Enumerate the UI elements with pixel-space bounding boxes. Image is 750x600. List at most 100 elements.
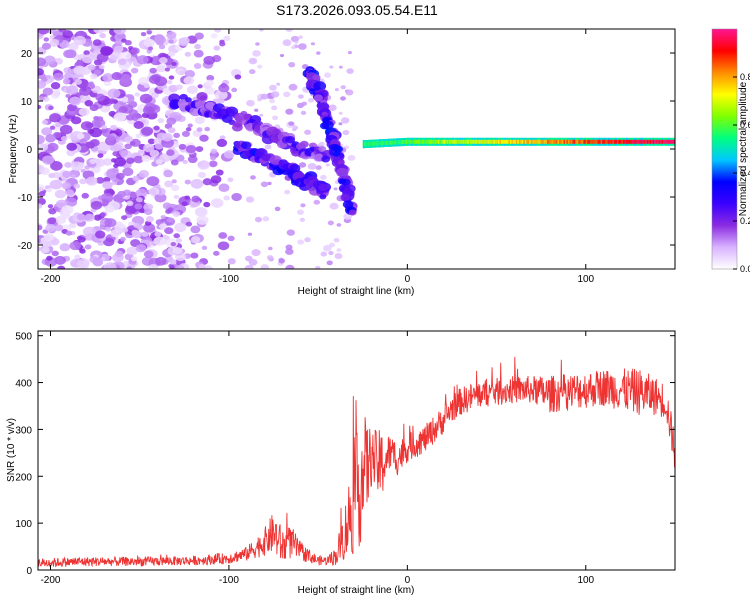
noise-blob (254, 216, 263, 223)
noise-blob (89, 138, 100, 147)
noise-blob (60, 136, 68, 142)
carrier-core (642, 139, 645, 144)
carrier-core (645, 139, 648, 144)
falling-streak-b-blob (340, 193, 351, 202)
noise-blob (130, 67, 139, 74)
noise-blob (48, 105, 54, 111)
noise-blob (94, 118, 106, 128)
carrier-core (579, 139, 582, 144)
noise-blob (46, 188, 53, 193)
noise-blob (154, 193, 167, 203)
carrier-core (614, 139, 617, 144)
carrier-core (517, 139, 520, 144)
noise-blob (164, 180, 174, 188)
carrier-core (581, 139, 584, 144)
noise-blob (341, 117, 350, 124)
noise-blob (327, 220, 334, 226)
noise-blob (38, 29, 49, 35)
upper-drift-band-blob (285, 136, 296, 144)
carrier-core (670, 139, 673, 144)
noise-blob (318, 141, 325, 147)
noise-blob (126, 200, 134, 207)
noise-blob (197, 160, 210, 170)
noise-blob (49, 38, 60, 47)
carrier-core (443, 139, 446, 144)
noise-blob (128, 109, 138, 117)
noise-blob (140, 32, 147, 37)
noise-blob (194, 116, 205, 125)
carrier-core (504, 139, 506, 144)
noise-blob (122, 167, 134, 177)
spectrogram-ytick-label: -10 (18, 193, 33, 204)
noise-blob (343, 213, 353, 220)
carrier-core (588, 139, 591, 144)
noise-blob (78, 107, 90, 117)
noise-blob (170, 184, 180, 192)
carrier-core (575, 139, 578, 144)
noise-blob (196, 91, 208, 101)
carrier-core (484, 139, 486, 144)
noise-blob (223, 150, 235, 159)
carrier-core (462, 139, 464, 144)
noise-blob (50, 82, 61, 90)
noise-blob (157, 118, 165, 124)
noise-blob (59, 124, 73, 135)
noise-blob (38, 68, 45, 76)
noise-blob (142, 223, 156, 233)
carrier-core (451, 139, 453, 144)
carrier-core (449, 139, 451, 144)
noise-blob (153, 236, 166, 247)
noise-blob (76, 235, 83, 241)
noise-blob (109, 145, 118, 152)
carrier-core (482, 139, 484, 144)
spectrogram-ytick-label: -20 (18, 241, 33, 252)
noise-blob (65, 189, 75, 197)
noise-blob (41, 246, 50, 254)
noise-blob (186, 85, 198, 94)
carrier-core (454, 139, 456, 144)
falling-streak-a-blob (289, 163, 301, 173)
noise-blob (54, 189, 66, 199)
noise-blob (315, 165, 322, 171)
falling-streak-a-blob (241, 141, 252, 150)
carrier-core (438, 139, 440, 144)
carrier-core (570, 139, 573, 144)
carrier-core (467, 139, 469, 144)
noise-blob (203, 55, 216, 65)
noise-blob (298, 35, 303, 39)
carrier-core (539, 139, 542, 144)
noise-blob (89, 104, 99, 112)
noise-blob (126, 246, 138, 256)
noise-blob (194, 207, 208, 217)
carrier-core (430, 139, 432, 144)
carrier-core (414, 139, 416, 144)
carrier-core (593, 139, 596, 144)
upper-drift-band-blob (228, 109, 235, 115)
noise-blob (65, 230, 73, 236)
noise-blob (285, 264, 295, 269)
noise-blob (38, 57, 46, 67)
noise-blob (58, 29, 67, 33)
noise-blob (304, 237, 311, 243)
carrier-core (661, 139, 664, 144)
carrier-core (425, 139, 427, 144)
carrier-core (485, 139, 487, 144)
noise-blob (279, 53, 285, 58)
noise-blob (113, 29, 127, 35)
carrier-core (453, 139, 455, 144)
noise-blob (136, 224, 144, 230)
noise-blob (148, 187, 160, 196)
noise-blob (214, 90, 228, 100)
carrier-core (444, 139, 446, 144)
noise-blob (168, 84, 179, 93)
noise-blob (38, 246, 42, 252)
noise-blob (97, 195, 104, 200)
noise-blob (38, 104, 42, 110)
noise-blob (143, 143, 155, 153)
noise-blob (103, 176, 111, 183)
carrier-core (597, 139, 600, 144)
carrier-core (532, 139, 535, 144)
carrier-core (664, 139, 667, 144)
noise-blob (64, 162, 72, 168)
